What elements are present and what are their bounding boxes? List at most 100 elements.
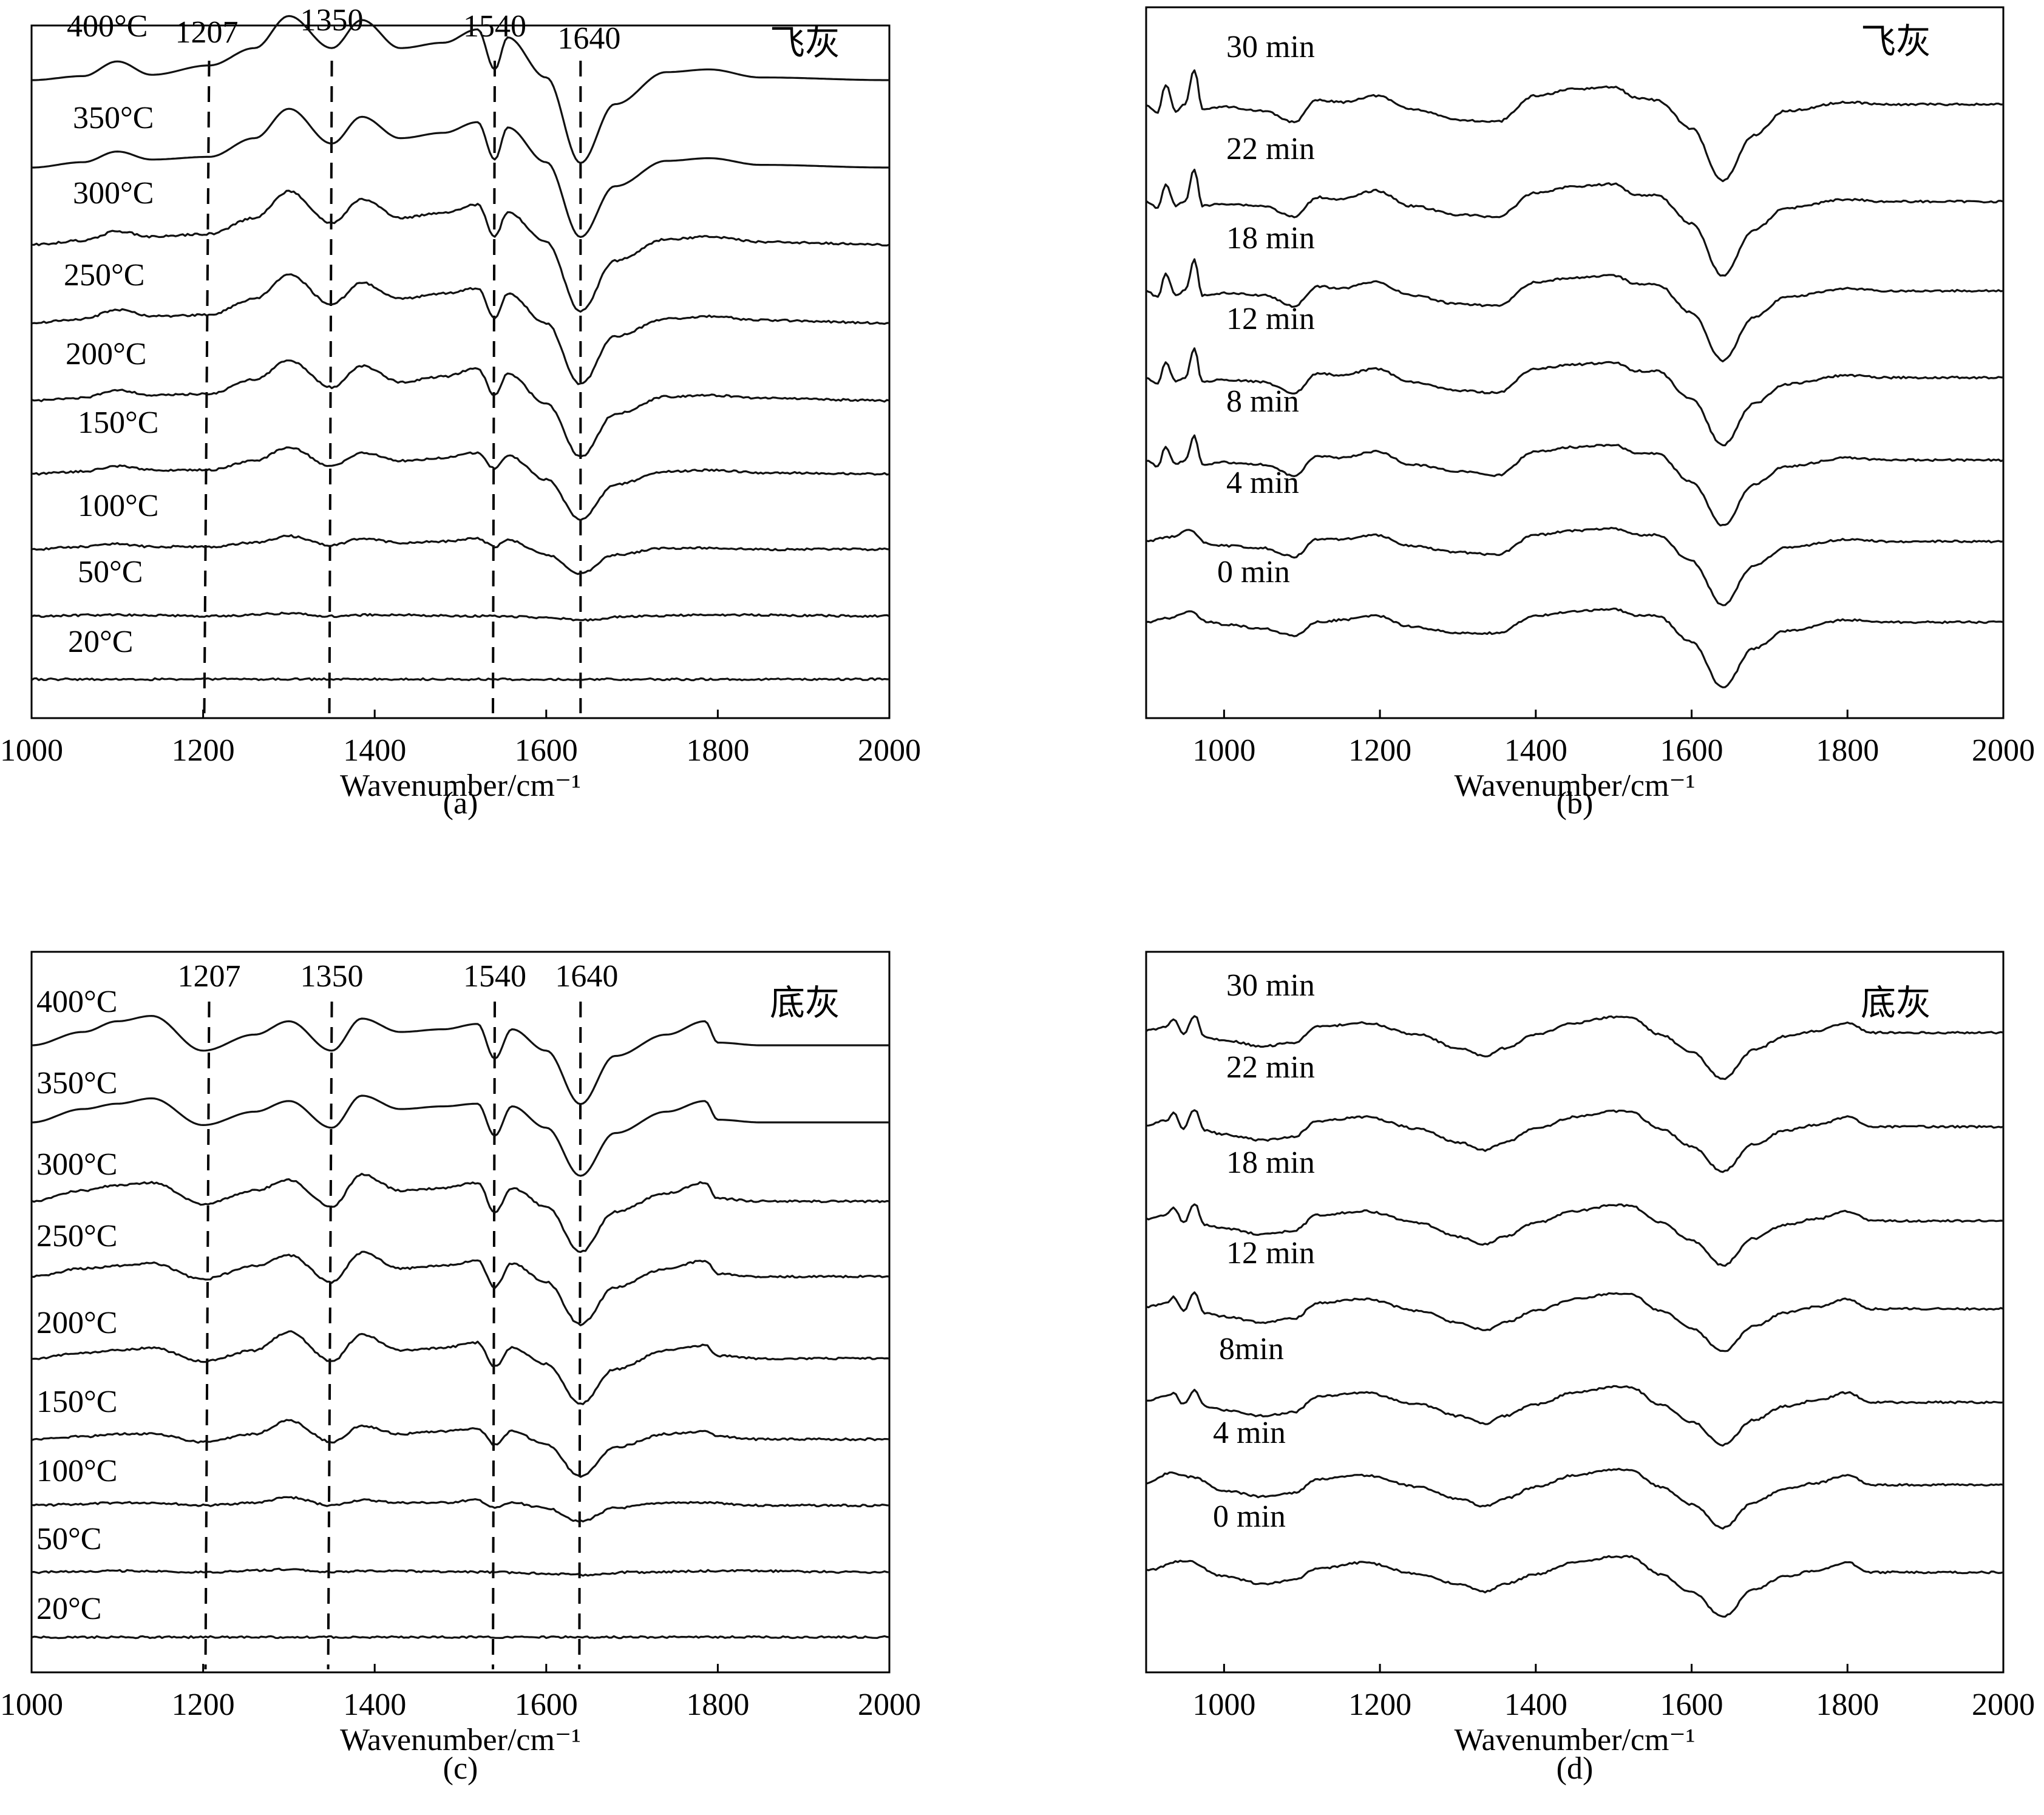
series-label: 4 min	[1226, 466, 1299, 500]
series-label: 150°C	[78, 405, 158, 440]
x-tick-label: 1400	[1504, 1688, 1567, 1722]
series-label: 400°C	[67, 9, 148, 44]
panel-subtitle: (d)	[1557, 1751, 1594, 1786]
series-label: 250°C	[36, 1219, 117, 1254]
marker-label: 1207	[177, 959, 240, 994]
series-line	[31, 1419, 890, 1478]
marker-label: 1640	[555, 959, 618, 994]
series-label: 30 min	[1226, 30, 1315, 64]
x-tick-label: 1000	[1192, 733, 1255, 768]
series-label: 30 min	[1226, 968, 1315, 1003]
series-line	[1146, 1555, 2004, 1618]
series-line	[1146, 434, 2004, 527]
marker-line	[203, 60, 211, 714]
marker-label: 1207	[175, 15, 238, 50]
series-line	[31, 1250, 890, 1326]
plot-frame	[30, 24, 891, 719]
x-axis-label: Wavenumber/cm⁻¹	[1455, 768, 1696, 803]
series-label: 20°C	[68, 625, 133, 659]
series-line	[1146, 258, 2004, 362]
series-line	[1146, 347, 2004, 447]
series-label: 200°C	[36, 1306, 117, 1340]
series-line	[31, 273, 890, 385]
panel-subtitle: (a)	[443, 786, 478, 821]
x-tick-label: 1600	[1660, 1688, 1723, 1722]
series-label: 150°C	[36, 1385, 117, 1419]
series-line	[31, 1496, 890, 1522]
chart-panel-d: 1000 1200 1400 1600 1800 2000 Wavenumber/cm⁻¹(…	[1145, 951, 2035, 1786]
plot-frame	[30, 951, 891, 1674]
series-line	[1146, 1109, 2004, 1173]
series-line	[31, 1173, 890, 1254]
series-label: 200°C	[66, 337, 146, 371]
series-line	[1146, 607, 2004, 688]
series-line	[31, 189, 890, 313]
series-label: 0 min	[1213, 1499, 1286, 1534]
marker-label: 1350	[300, 959, 364, 994]
chart-panel-b: 1000 1200 1400 1600 1800 2000 Wavenumber/cm⁻¹(…	[1145, 6, 2035, 821]
series-label: 0 min	[1217, 555, 1290, 589]
series-label: 50°C	[78, 555, 143, 589]
marker-line	[204, 1001, 211, 1670]
series-line	[32, 15, 889, 164]
material-label: 飞灰	[1861, 22, 1931, 61]
series-label: 22 min	[1226, 1050, 1315, 1085]
x-tick-label: 2000	[1972, 733, 2035, 768]
series-line	[1146, 168, 2004, 277]
marker-line	[328, 60, 333, 714]
series-label: 300°C	[73, 176, 154, 211]
x-tick-label: 1000	[1192, 1688, 1255, 1722]
series-line	[1146, 1291, 2004, 1352]
material-label: 底灰	[770, 983, 840, 1023]
x-axis-label: Wavenumber/cm⁻¹	[1455, 1723, 1696, 1757]
x-tick-label: 1200	[1348, 733, 1411, 768]
x-axis-label: Wavenumber/cm⁻¹	[340, 1723, 581, 1757]
series-label: 8 min	[1226, 384, 1299, 419]
series-line	[31, 1567, 890, 1577]
series-label: 12 min	[1226, 302, 1315, 336]
series-line	[1146, 1203, 2004, 1267]
series-line	[32, 107, 889, 238]
x-tick-label: 1800	[686, 733, 749, 768]
material-label: 底灰	[1861, 983, 1931, 1023]
series-label: 350°C	[36, 1066, 117, 1101]
series-label: 12 min	[1226, 1236, 1315, 1270]
series-label: 400°C	[36, 985, 117, 1019]
series-line	[31, 359, 890, 458]
series-label: 20°C	[36, 1592, 101, 1626]
x-tick-label: 1800	[686, 1688, 749, 1722]
x-tick-label: 1400	[1504, 733, 1567, 768]
x-tick-label: 1800	[1816, 733, 1879, 768]
series-line	[31, 611, 890, 622]
marker-line	[578, 1001, 582, 1670]
x-tick-label: 1600	[515, 733, 578, 768]
series-line	[31, 1094, 889, 1177]
series-line	[31, 446, 890, 521]
marker-label: 1640	[557, 21, 620, 56]
marker-line	[492, 60, 497, 714]
x-tick-label: 1000	[0, 733, 63, 768]
x-tick-label: 2000	[858, 733, 921, 768]
series-line	[1146, 1385, 2004, 1447]
series-line	[1146, 526, 2004, 606]
x-tick-label: 1000	[0, 1688, 63, 1722]
series-label: 4 min	[1213, 1416, 1286, 1450]
series-line	[31, 677, 889, 682]
series-line	[31, 1015, 889, 1105]
series-label: 8min	[1219, 1332, 1284, 1366]
series-label: 22 min	[1226, 132, 1315, 166]
x-tick-label: 1600	[515, 1688, 578, 1722]
x-tick-label: 2000	[858, 1688, 921, 1722]
marker-label: 1540	[463, 959, 526, 994]
series-label: 18 min	[1226, 1145, 1315, 1180]
series-label: 18 min	[1226, 221, 1315, 256]
series-label: 100°C	[36, 1454, 117, 1488]
plot-frame	[1145, 951, 2005, 1674]
x-axis-label: Wavenumber/cm⁻¹	[340, 768, 581, 803]
x-tick-label: 2000	[1972, 1688, 2035, 1722]
series-label: 100°C	[78, 489, 158, 523]
series-label: 250°C	[64, 258, 144, 293]
plot-frame	[1145, 6, 2005, 719]
chart-panel-a: 1000 1200 1400 1600 1800 2000 Wavenumber/cm⁻¹(…	[0, 3, 921, 821]
